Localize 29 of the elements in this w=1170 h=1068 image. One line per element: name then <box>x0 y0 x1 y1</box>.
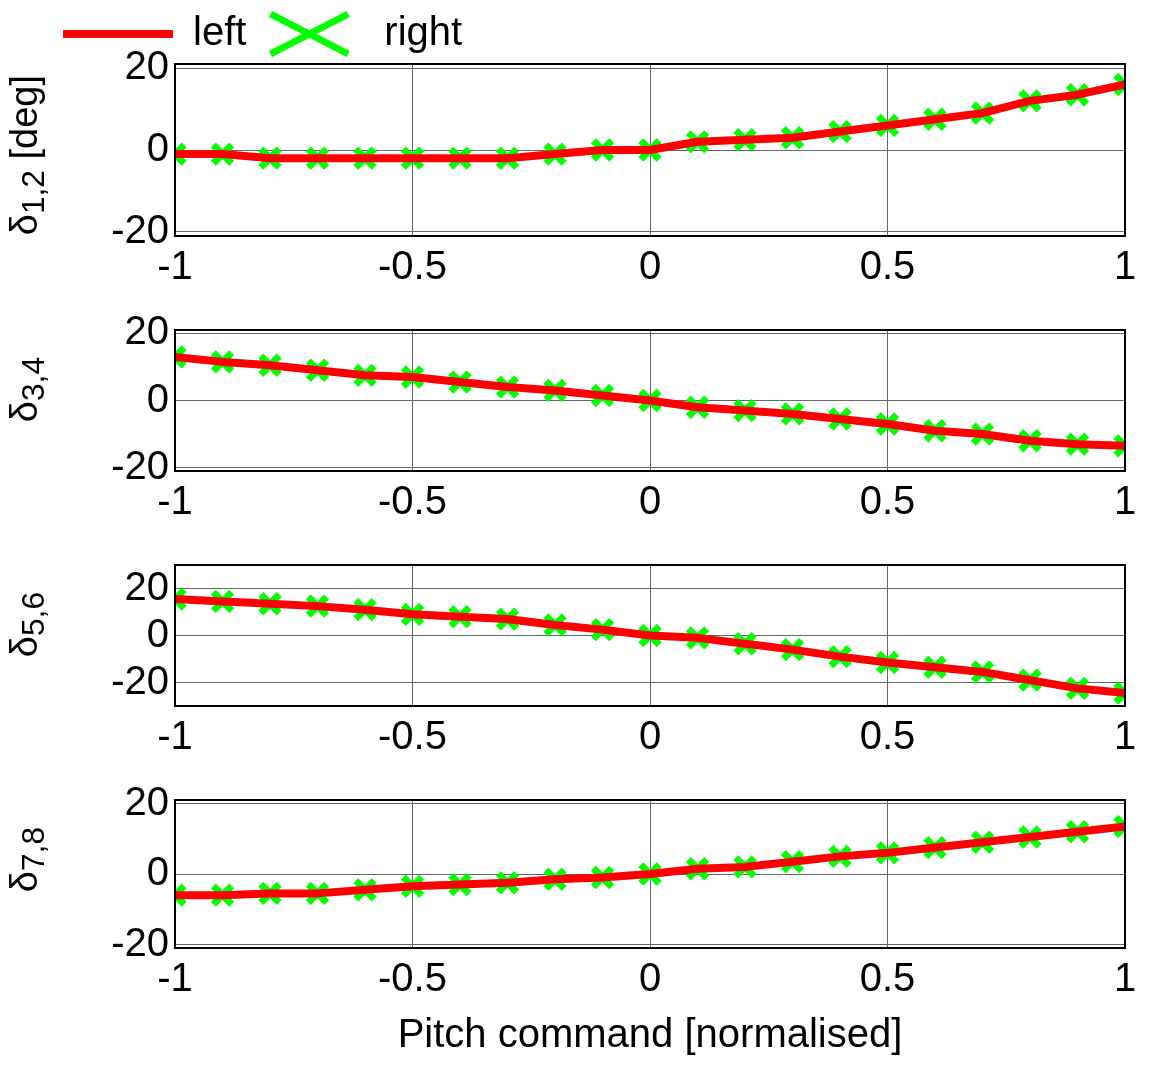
x-tick-label: 0.5 <box>859 478 916 523</box>
legend-label: left <box>193 9 247 54</box>
x-tick-label: 0 <box>638 478 662 523</box>
x-tick-label: 0 <box>638 713 662 758</box>
y-tick-label: 20 <box>124 778 169 823</box>
y-tick-label: 0 <box>146 125 169 170</box>
x-tick-label: 1 <box>1113 713 1137 758</box>
x-tick-label: -0.5 <box>378 713 447 758</box>
y-tick-label: 0 <box>146 610 169 655</box>
x-tick-label: 1 <box>1113 243 1137 288</box>
x-tick-label: -0.5 <box>378 243 447 288</box>
y-tick-label: -20 <box>111 657 169 702</box>
x-tick-label: 0.5 <box>859 243 916 288</box>
x-tick-label: 1 <box>1113 478 1137 523</box>
x-tick-label: 0.5 <box>859 955 916 1000</box>
legend-label: right <box>384 9 463 54</box>
y-tick-label: 0 <box>146 849 169 894</box>
y-tick-label: 20 <box>124 308 169 353</box>
y-tick-label: 20 <box>124 563 169 608</box>
x-tick-label: -0.5 <box>378 478 447 523</box>
x-tick-label: 0 <box>638 243 662 288</box>
y-tick-label: 0 <box>146 375 169 420</box>
y-tick-label: 20 <box>124 43 169 88</box>
x-tick-label: 0.5 <box>859 713 916 758</box>
x-tick-label: 0 <box>638 955 662 1000</box>
x-tick-label: 1 <box>1113 955 1137 1000</box>
x-tick-label: -0.5 <box>378 955 447 1000</box>
x-axis-title: Pitch command [normalised] <box>397 1011 903 1056</box>
x-tick-label: -1 <box>157 713 193 758</box>
